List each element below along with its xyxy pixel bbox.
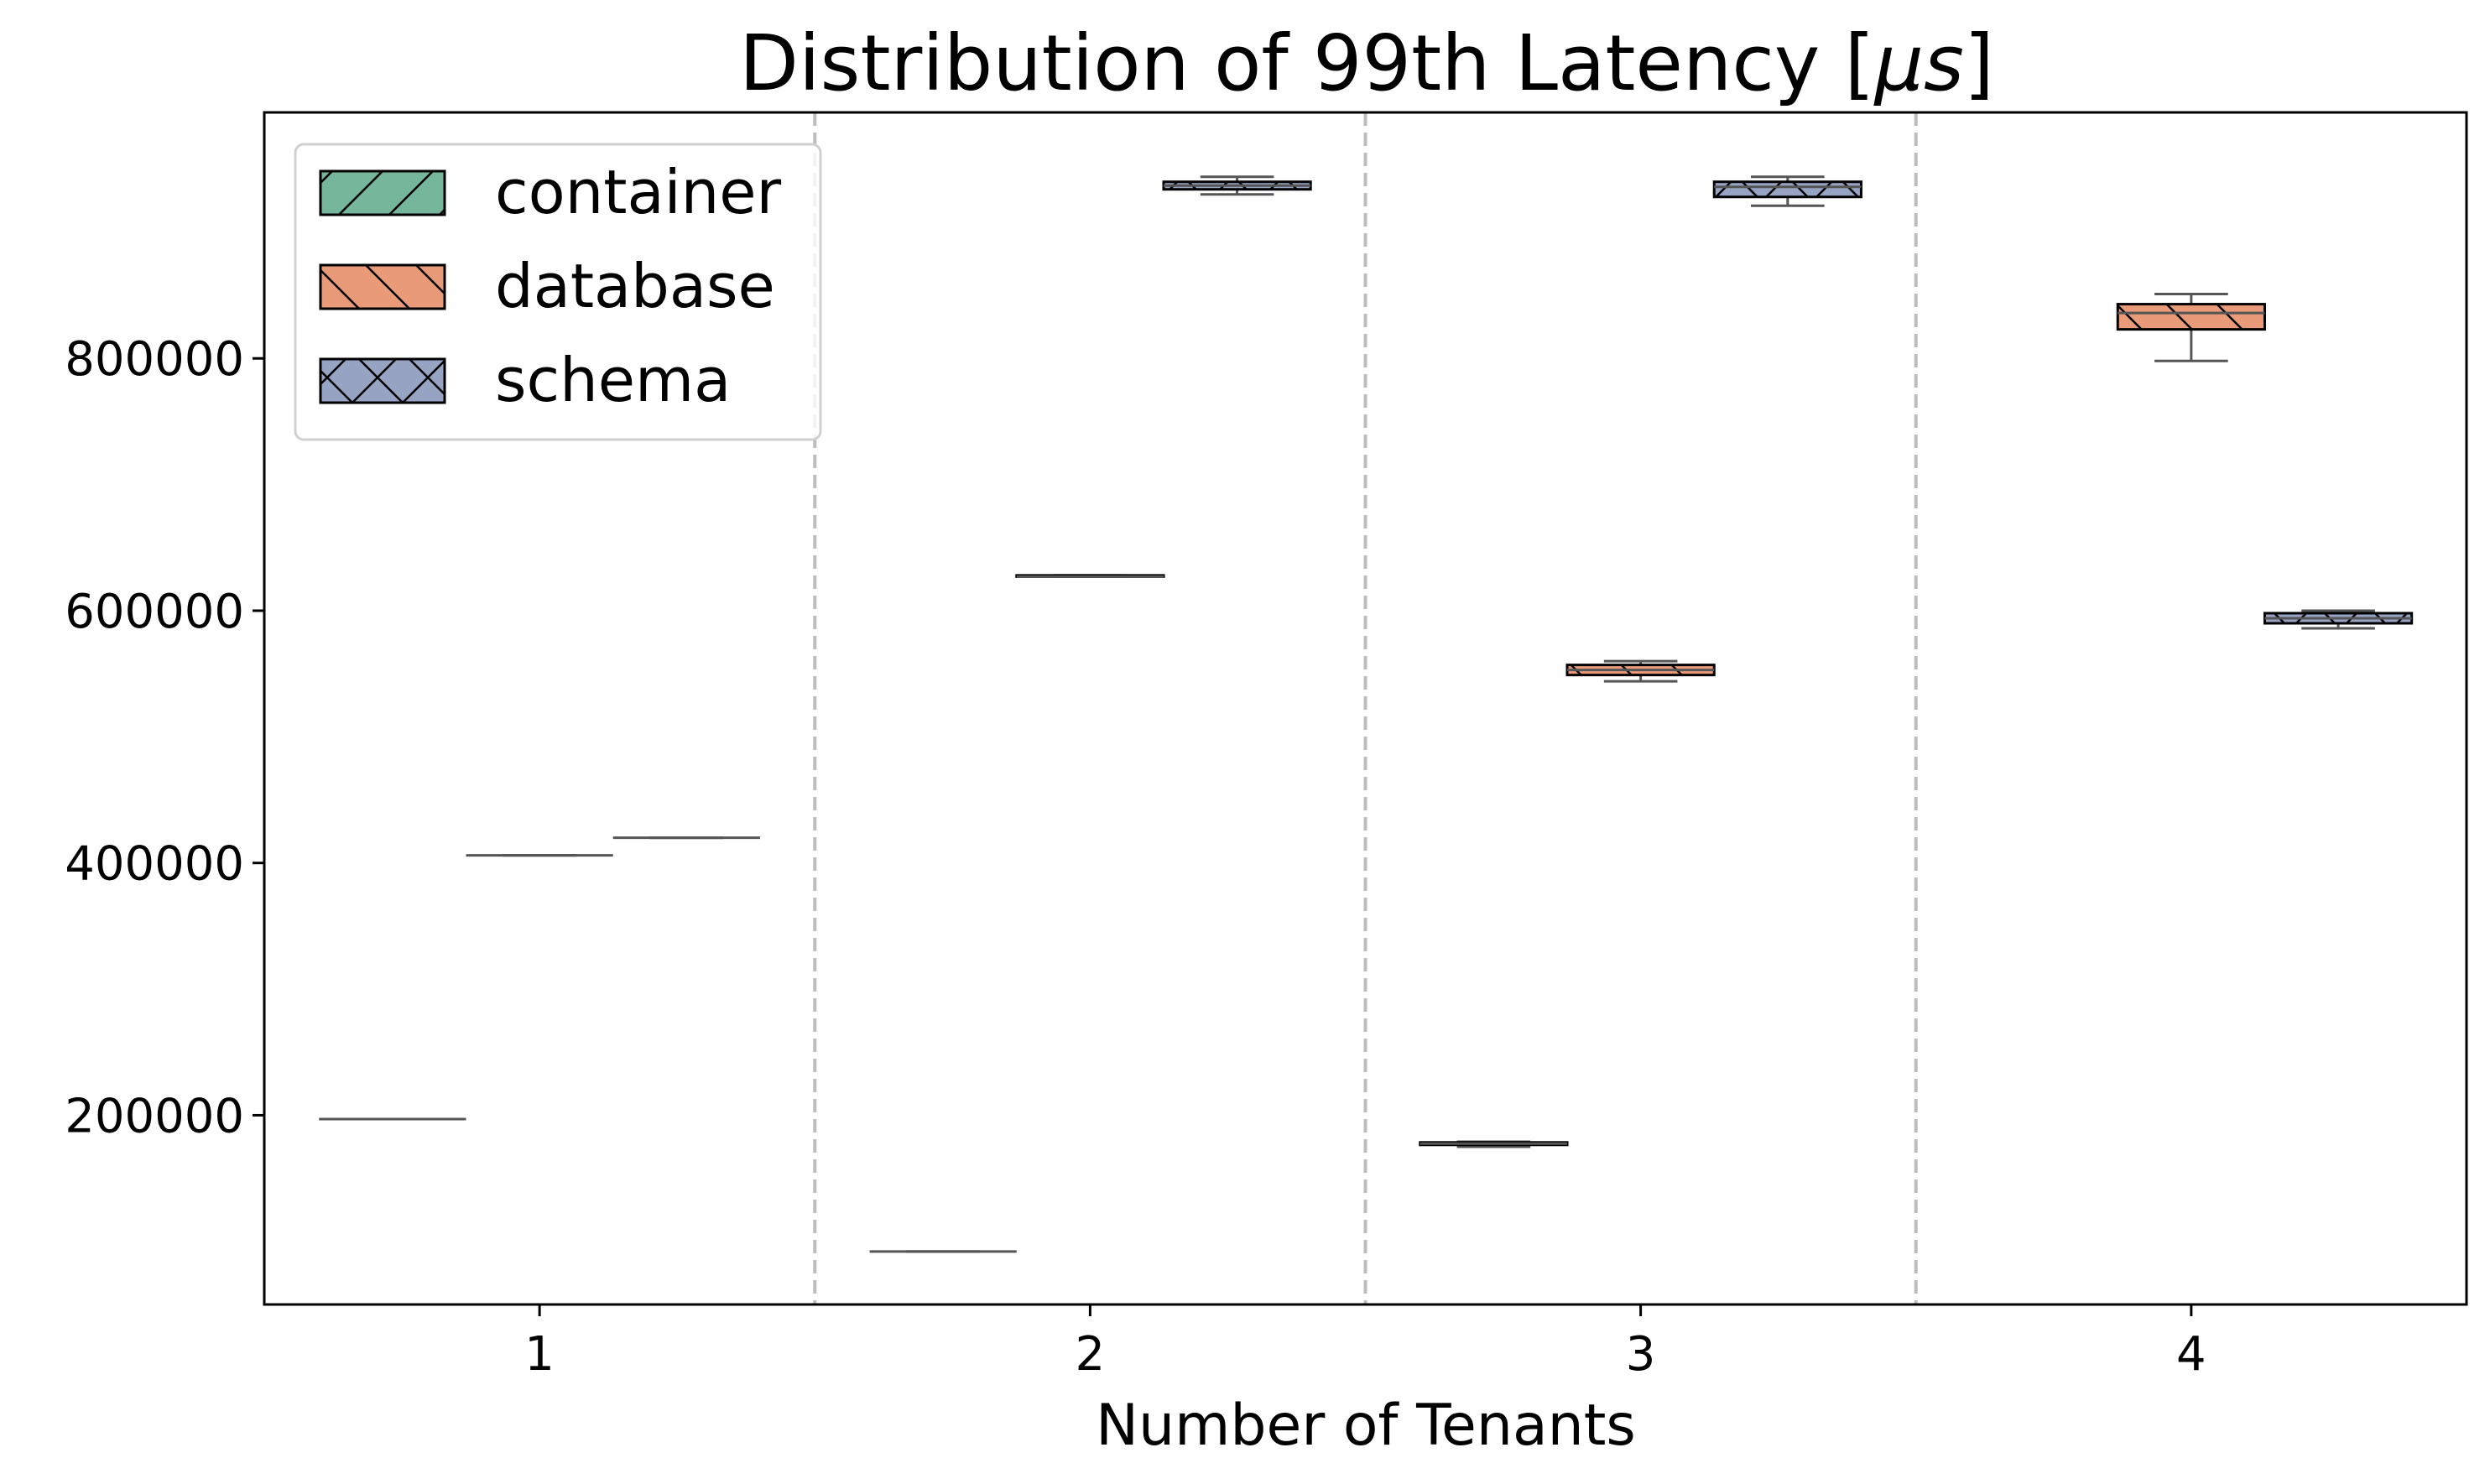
group-separators xyxy=(813,112,1918,1304)
chart-title-main: Distribution of 99th Latency [ xyxy=(739,18,1874,108)
legend-item-database: database xyxy=(319,251,775,321)
legend-swatch-outline xyxy=(319,357,446,404)
y-tick-label: 400000 xyxy=(65,837,244,892)
schema-box-3 xyxy=(1712,175,1862,207)
legend-item-container: container xyxy=(319,157,782,227)
legend: container database schema xyxy=(294,143,822,441)
database-box-4 xyxy=(2116,293,2266,362)
legend-label: schema xyxy=(495,345,731,415)
legend-item-schema: schema xyxy=(319,345,731,415)
box-outline xyxy=(1712,180,1862,199)
box-hatch xyxy=(1714,181,1862,197)
schema-box-2 xyxy=(1162,175,1312,196)
box-outline xyxy=(2116,303,2266,331)
box-plots xyxy=(319,175,2414,1253)
container-box-3 xyxy=(1419,1140,1569,1148)
legend-swatch-hatch xyxy=(320,171,445,215)
database-box-3 xyxy=(1565,659,1716,683)
y-tick-label: 800000 xyxy=(65,332,244,387)
x-axis-title: Number of Tenants xyxy=(1096,1393,1636,1459)
x-tick-label: 3 xyxy=(1626,1327,1656,1382)
legend-label: database xyxy=(495,251,775,321)
x-axis: 1 2 3 4 xyxy=(524,1304,2206,1382)
chart-title-end: ] xyxy=(1964,18,1994,108)
legend-swatch-hatch xyxy=(320,265,445,309)
legend-swatch-outline xyxy=(319,169,446,216)
box-hatch xyxy=(2118,304,2265,330)
y-tick-label: 200000 xyxy=(65,1089,244,1143)
legend-swatch-outline xyxy=(319,263,446,310)
y-axis: 200000 400000 600000 800000 xyxy=(65,332,264,1143)
chart-title-unit: μs xyxy=(1873,18,1964,108)
x-tick-label: 4 xyxy=(2176,1327,2206,1382)
database-box-2 xyxy=(1015,574,1165,578)
legend-label: container xyxy=(495,157,782,227)
x-tick-label: 1 xyxy=(524,1327,555,1382)
y-tick-label: 600000 xyxy=(65,585,244,639)
plot-frame xyxy=(263,111,2468,1306)
x-tick-label: 2 xyxy=(1076,1327,1106,1382)
chart-title: Distribution of 99th Latency [μs] xyxy=(739,18,1994,108)
schema-box-4 xyxy=(2263,609,2414,630)
legend-swatch-hatch xyxy=(320,359,445,403)
